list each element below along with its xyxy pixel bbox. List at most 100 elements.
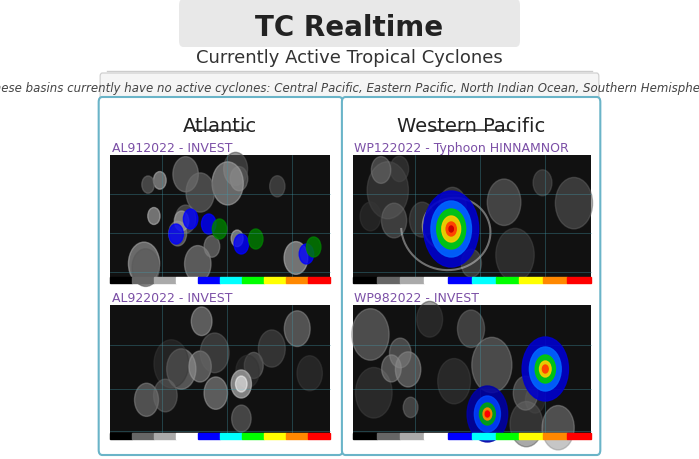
Circle shape	[529, 347, 561, 391]
Text: Atlantic: Atlantic	[183, 116, 257, 135]
Circle shape	[201, 333, 229, 373]
Circle shape	[389, 338, 411, 368]
Circle shape	[439, 188, 466, 226]
Circle shape	[234, 235, 249, 254]
Circle shape	[154, 379, 177, 412]
Circle shape	[472, 337, 512, 393]
Circle shape	[535, 355, 556, 383]
Circle shape	[457, 310, 484, 348]
Text: AL912022 - INVEST: AL912022 - INVEST	[113, 141, 233, 154]
Circle shape	[259, 330, 285, 367]
Circle shape	[134, 383, 159, 416]
Bar	[175, 433, 198, 439]
FancyBboxPatch shape	[342, 98, 600, 455]
Bar	[131, 433, 154, 439]
Bar	[220, 433, 242, 439]
FancyBboxPatch shape	[99, 98, 343, 455]
Circle shape	[542, 365, 548, 373]
FancyBboxPatch shape	[110, 305, 331, 439]
Circle shape	[270, 176, 285, 197]
Bar	[448, 433, 472, 439]
Bar	[567, 277, 591, 283]
Circle shape	[230, 167, 247, 191]
Circle shape	[556, 178, 593, 230]
Bar	[154, 277, 175, 283]
Text: WP982022 - INVEST: WP982022 - INVEST	[354, 291, 480, 304]
Circle shape	[249, 230, 263, 249]
Bar	[353, 433, 377, 439]
Bar	[424, 433, 448, 439]
Bar	[242, 277, 264, 283]
Circle shape	[284, 242, 308, 275]
Circle shape	[513, 376, 538, 410]
Bar	[496, 277, 519, 283]
Circle shape	[169, 224, 183, 245]
Circle shape	[153, 172, 166, 190]
FancyBboxPatch shape	[353, 156, 591, 281]
Circle shape	[360, 202, 381, 231]
Circle shape	[166, 349, 196, 389]
Circle shape	[183, 210, 198, 230]
Circle shape	[186, 174, 215, 213]
Circle shape	[487, 179, 521, 226]
Circle shape	[212, 219, 226, 240]
Circle shape	[396, 352, 421, 387]
Bar	[198, 277, 220, 283]
Circle shape	[485, 411, 489, 417]
Bar	[308, 277, 331, 283]
Circle shape	[231, 405, 251, 432]
Circle shape	[245, 353, 264, 379]
Circle shape	[236, 376, 247, 392]
FancyBboxPatch shape	[100, 74, 599, 102]
Circle shape	[231, 230, 243, 247]
Circle shape	[142, 177, 154, 194]
Circle shape	[236, 356, 259, 388]
Bar	[220, 277, 242, 283]
Circle shape	[212, 162, 243, 206]
Bar	[377, 433, 401, 439]
Text: TC Realtime: TC Realtime	[255, 14, 444, 42]
Bar	[154, 433, 175, 439]
Circle shape	[475, 396, 500, 432]
Circle shape	[168, 222, 187, 246]
Bar	[543, 433, 567, 439]
Bar	[308, 433, 331, 439]
Circle shape	[483, 408, 491, 420]
Circle shape	[147, 208, 160, 225]
Circle shape	[410, 203, 435, 238]
Bar	[401, 277, 424, 283]
Bar	[353, 277, 377, 283]
Bar	[377, 277, 401, 283]
Bar	[175, 277, 198, 283]
Circle shape	[132, 249, 159, 287]
Circle shape	[480, 403, 496, 425]
Text: (These basins currently have no active cyclones: Central Pacific, Eastern Pacifi: (These basins currently have no active c…	[0, 81, 699, 94]
Circle shape	[306, 237, 321, 257]
Circle shape	[189, 351, 211, 382]
Bar	[424, 277, 448, 283]
Circle shape	[129, 243, 159, 285]
Bar	[110, 433, 131, 439]
Circle shape	[204, 377, 227, 409]
Bar	[198, 433, 220, 439]
Circle shape	[390, 157, 409, 182]
Circle shape	[352, 309, 389, 360]
Bar	[286, 433, 308, 439]
Circle shape	[533, 170, 552, 196]
Bar	[472, 433, 496, 439]
Circle shape	[540, 361, 551, 377]
Circle shape	[522, 337, 568, 401]
Circle shape	[231, 370, 252, 398]
Circle shape	[284, 311, 310, 347]
Circle shape	[437, 210, 466, 249]
Bar	[519, 277, 543, 283]
Text: WP122022 - Typhoon HINNAMNOR: WP122022 - Typhoon HINNAMNOR	[354, 141, 569, 154]
Bar	[472, 277, 496, 283]
Circle shape	[356, 368, 392, 418]
Circle shape	[175, 206, 196, 234]
Circle shape	[185, 246, 211, 282]
FancyBboxPatch shape	[353, 305, 591, 439]
Circle shape	[204, 236, 219, 257]
Circle shape	[367, 162, 408, 219]
Bar	[496, 433, 519, 439]
